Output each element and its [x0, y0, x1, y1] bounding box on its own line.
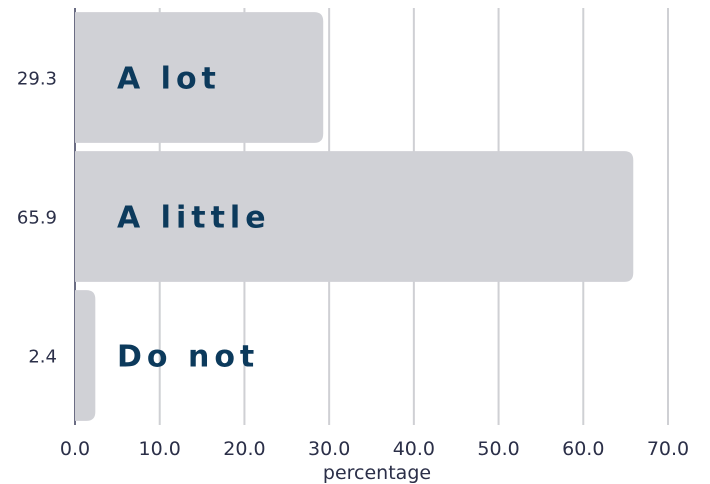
category-labels: A lot A little Do not	[117, 62, 271, 375]
value-labels: 29.3 65.9 2.4	[17, 69, 57, 368]
x-tick-label: 60.0	[562, 438, 604, 460]
value-label: 29.3	[17, 69, 57, 90]
bar-a-lot	[75, 12, 324, 143]
value-label: 2.4	[28, 347, 57, 368]
category-label: A little	[117, 201, 271, 236]
x-tick-label: 30.0	[308, 438, 350, 460]
x-tick-label: 70.0	[647, 438, 689, 460]
category-label: Do not	[117, 340, 259, 375]
bar-do-not	[75, 290, 96, 421]
value-label: 65.9	[17, 208, 57, 229]
x-axis-title: percentage	[323, 462, 431, 484]
x-tick-label: 50.0	[477, 438, 519, 460]
x-tick-label: 0.0	[60, 438, 90, 460]
bar-a-little	[75, 151, 634, 282]
x-tick-labels: 0.0 10.0 20.0 30.0 40.0 50.0 60.0 70.0	[60, 438, 689, 460]
x-tick-label: 40.0	[393, 438, 435, 460]
bars	[75, 12, 634, 421]
x-tick-label: 20.0	[223, 438, 265, 460]
category-label: A lot	[117, 62, 221, 97]
x-tick-label: 10.0	[139, 438, 181, 460]
